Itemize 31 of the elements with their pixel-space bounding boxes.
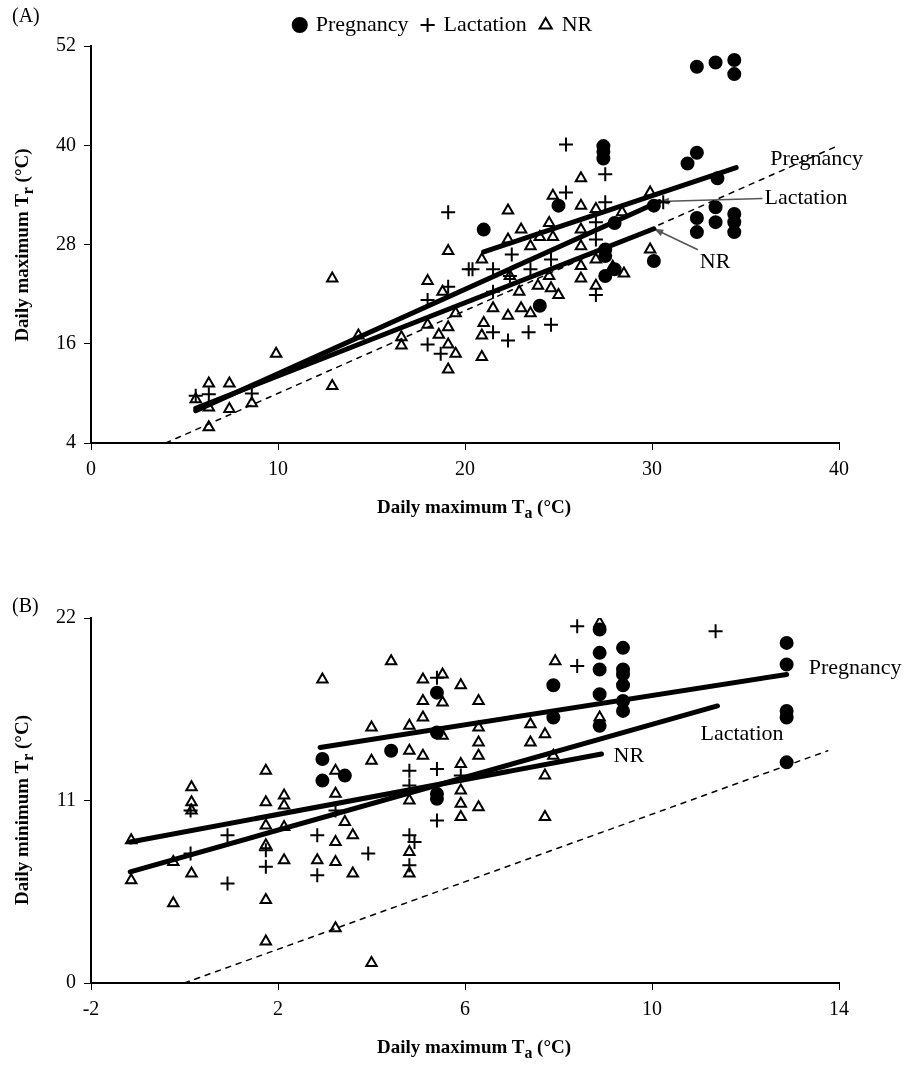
y-tick-label: 22 bbox=[56, 605, 76, 628]
annotation: NR bbox=[699, 247, 731, 273]
legend-label: Pregnancy bbox=[315, 10, 409, 36]
x-axis-title: Daily maximum T$_{a}$ (°C) bbox=[376, 1036, 572, 1062]
x-tick-label: 2 bbox=[273, 997, 283, 1020]
y-tick-label: 52 bbox=[56, 33, 76, 56]
y-tick-label: 4 bbox=[66, 430, 76, 453]
x-tick-label: 6 bbox=[460, 997, 470, 1020]
annotation: Lactation bbox=[764, 184, 848, 210]
legend-label: Lactation bbox=[443, 10, 527, 36]
y-tick-label: 16 bbox=[56, 331, 76, 353]
x-tick-label: -2 bbox=[82, 997, 100, 1020]
x-tick-label: 20 bbox=[455, 457, 475, 480]
x-tick-label: 10 bbox=[268, 457, 288, 480]
y-tick-label: 40 bbox=[56, 132, 76, 155]
chart-title: (B) bbox=[12, 594, 39, 617]
annotation: Lactation bbox=[700, 719, 784, 745]
annotation: NR bbox=[613, 741, 645, 767]
x-tick-label: 0 bbox=[86, 457, 96, 480]
x-tick-label: 30 bbox=[642, 457, 662, 480]
x-tick-label: 14 bbox=[829, 997, 849, 1020]
chart-title: (A) bbox=[12, 4, 40, 27]
legend-label: NR bbox=[561, 10, 593, 36]
y-tick-label: 0 bbox=[66, 970, 76, 993]
x-tick-label: 10 bbox=[642, 997, 662, 1020]
annotation: Pregnancy bbox=[770, 145, 864, 171]
y-tick-label: 28 bbox=[56, 231, 76, 254]
annotation: Pregnancy bbox=[808, 654, 902, 680]
y-tick-label: 11 bbox=[56, 787, 76, 810]
x-axis-title: Daily maximum T$_{a}$ (°C) bbox=[376, 496, 572, 522]
x-tick-label: 40 bbox=[829, 457, 849, 480]
